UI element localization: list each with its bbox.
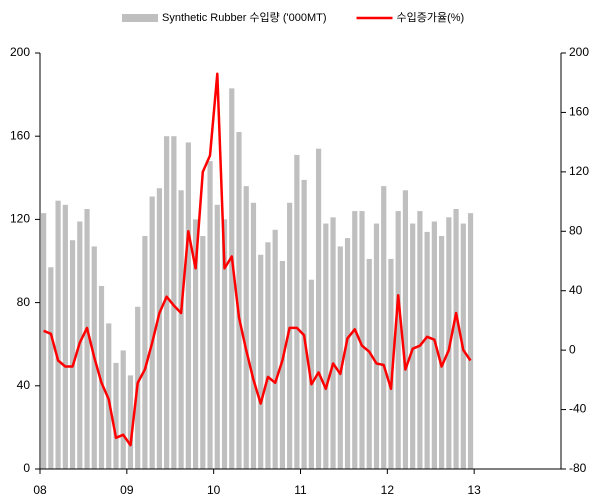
line bbox=[43, 72, 472, 447]
y-tick-label: 40 bbox=[17, 378, 31, 392]
y-tick-label: 200 bbox=[10, 45, 30, 59]
x-tick-label: 12 bbox=[381, 483, 395, 497]
bar bbox=[330, 217, 336, 469]
bar bbox=[373, 223, 380, 469]
bar bbox=[279, 261, 286, 469]
bar bbox=[366, 258, 372, 469]
bar bbox=[344, 238, 351, 469]
bar bbox=[69, 240, 76, 469]
bar bbox=[315, 148, 322, 469]
bar bbox=[265, 242, 271, 469]
bar bbox=[62, 204, 68, 469]
bar bbox=[229, 88, 235, 470]
bar bbox=[178, 190, 184, 469]
x-tick-label: 13 bbox=[467, 483, 481, 497]
y2-tick-label: 0 bbox=[569, 342, 576, 356]
bar bbox=[156, 188, 162, 469]
bar bbox=[185, 142, 191, 469]
bar bbox=[308, 279, 314, 469]
bar bbox=[431, 221, 437, 469]
bar bbox=[402, 190, 409, 469]
bar bbox=[207, 161, 213, 469]
bar bbox=[323, 223, 329, 469]
bar bbox=[55, 200, 61, 469]
bar bbox=[127, 375, 134, 469]
legend-swatch bbox=[122, 14, 158, 22]
bar bbox=[250, 202, 257, 469]
bar bbox=[164, 136, 170, 469]
y2-tick-label: 160 bbox=[569, 105, 589, 119]
bar bbox=[272, 229, 278, 469]
bar bbox=[142, 236, 148, 469]
bar bbox=[48, 267, 54, 469]
legend-label: 수입증가율(%) bbox=[397, 11, 465, 24]
bar bbox=[192, 219, 199, 469]
legend-label: Synthetic Rubber 수입량 ('000MT) bbox=[162, 11, 327, 24]
bar bbox=[98, 285, 105, 469]
bar bbox=[287, 202, 293, 469]
x-tick-label: 10 bbox=[207, 483, 221, 497]
bar bbox=[352, 211, 358, 469]
bar bbox=[424, 231, 430, 469]
bar bbox=[236, 132, 242, 470]
bar bbox=[294, 154, 300, 470]
bar bbox=[258, 254, 264, 469]
y-tick-label: 160 bbox=[10, 128, 30, 142]
y-tick-label: 80 bbox=[17, 295, 31, 309]
bar bbox=[337, 246, 343, 469]
bar bbox=[446, 217, 452, 469]
bar bbox=[171, 136, 177, 469]
bar bbox=[395, 211, 401, 469]
bar bbox=[84, 209, 90, 469]
bar bbox=[221, 219, 228, 469]
bar bbox=[41, 213, 47, 469]
bar bbox=[453, 209, 459, 469]
bar bbox=[120, 350, 126, 469]
y2-tick-label: 40 bbox=[569, 283, 583, 297]
bar bbox=[243, 186, 249, 469]
bar bbox=[388, 258, 394, 469]
y2-tick-label: -40 bbox=[569, 402, 587, 416]
y2-tick-label: 200 bbox=[569, 45, 589, 59]
x-tick-label: 09 bbox=[120, 483, 134, 497]
bar bbox=[467, 213, 474, 469]
bar bbox=[214, 204, 220, 469]
bar bbox=[301, 179, 307, 469]
bar bbox=[200, 236, 206, 469]
y-tick-label: 0 bbox=[23, 461, 30, 475]
bar bbox=[149, 196, 155, 469]
y2-tick-label: 80 bbox=[569, 223, 583, 237]
bar bbox=[113, 362, 119, 469]
y2-tick-label: -80 bbox=[569, 461, 587, 475]
bar bbox=[410, 223, 416, 469]
y-tick-label: 120 bbox=[10, 212, 30, 226]
x-tick-label: 11 bbox=[294, 483, 307, 497]
bar bbox=[439, 236, 445, 469]
bar bbox=[359, 211, 365, 469]
y2-tick-label: 120 bbox=[569, 164, 589, 178]
bar bbox=[381, 186, 387, 469]
x-tick-label: 08 bbox=[33, 483, 47, 497]
bar bbox=[417, 211, 423, 469]
